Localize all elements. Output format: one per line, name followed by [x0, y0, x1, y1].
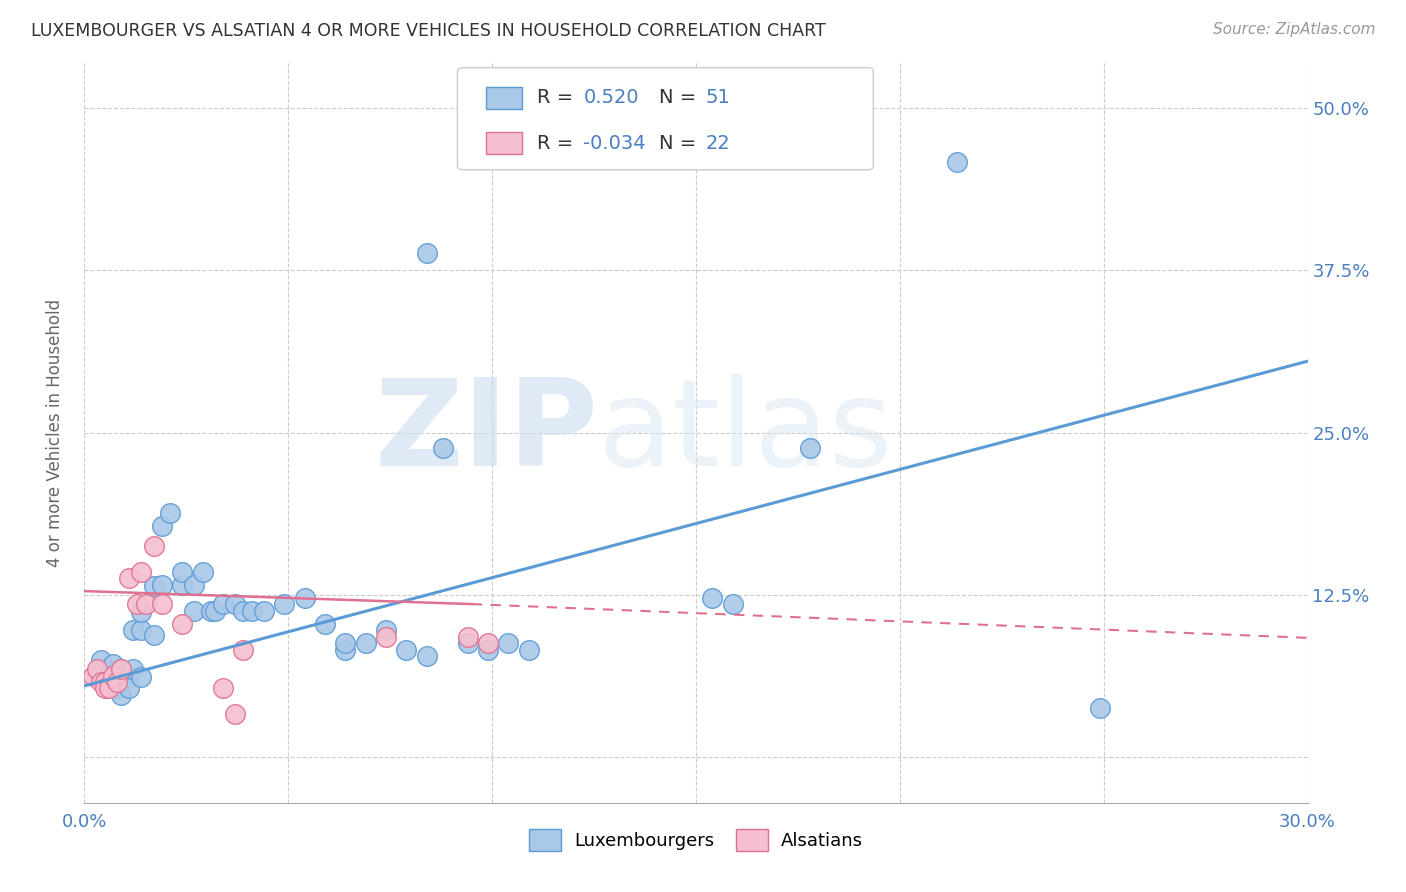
- Point: [498, 636, 520, 650]
- Point: [232, 642, 254, 657]
- Point: [294, 591, 316, 605]
- Point: [105, 681, 128, 696]
- Point: [183, 577, 205, 591]
- Point: [172, 565, 194, 579]
- Text: Source: ZipAtlas.com: Source: ZipAtlas.com: [1212, 22, 1375, 37]
- Point: [90, 670, 112, 684]
- Point: [110, 688, 132, 702]
- Point: [159, 506, 181, 520]
- Point: [240, 603, 263, 617]
- Text: R =: R =: [537, 134, 579, 153]
- Point: [101, 657, 124, 671]
- Text: -0.034: -0.034: [583, 134, 647, 153]
- Point: [375, 630, 398, 644]
- Text: 0.520: 0.520: [583, 88, 640, 107]
- Point: [224, 707, 246, 722]
- Point: [135, 597, 157, 611]
- Point: [183, 603, 205, 617]
- Point: [90, 653, 112, 667]
- Point: [131, 605, 153, 619]
- Point: [118, 681, 141, 696]
- Point: [1088, 701, 1111, 715]
- Point: [477, 642, 499, 657]
- Point: [118, 571, 141, 585]
- Point: [142, 539, 165, 553]
- Text: N =: N =: [659, 88, 703, 107]
- Point: [131, 623, 153, 637]
- FancyBboxPatch shape: [485, 87, 522, 109]
- Point: [477, 636, 499, 650]
- Point: [799, 441, 821, 455]
- Legend: Luxembourgers, Alsatians: Luxembourgers, Alsatians: [520, 821, 872, 861]
- Point: [253, 603, 276, 617]
- Text: 22: 22: [706, 134, 731, 153]
- Point: [97, 675, 120, 690]
- Text: LUXEMBOURGER VS ALSATIAN 4 OR MORE VEHICLES IN HOUSEHOLD CORRELATION CHART: LUXEMBOURGER VS ALSATIAN 4 OR MORE VEHIC…: [31, 22, 825, 40]
- Point: [172, 616, 194, 631]
- Point: [82, 668, 104, 682]
- FancyBboxPatch shape: [485, 132, 522, 154]
- Point: [86, 662, 108, 676]
- Point: [200, 603, 222, 617]
- Point: [118, 670, 141, 684]
- Point: [131, 565, 153, 579]
- Point: [131, 670, 153, 684]
- Point: [702, 591, 724, 605]
- Point: [416, 246, 439, 260]
- Point: [232, 603, 254, 617]
- Point: [517, 642, 540, 657]
- Point: [212, 681, 235, 696]
- Point: [122, 623, 145, 637]
- Point: [127, 597, 149, 611]
- Point: [105, 675, 128, 690]
- Point: [457, 636, 479, 650]
- Point: [946, 155, 969, 169]
- Point: [416, 648, 439, 663]
- Point: [335, 642, 357, 657]
- Point: [110, 662, 132, 676]
- Point: [224, 597, 246, 611]
- Text: N =: N =: [659, 134, 703, 153]
- Point: [375, 623, 398, 637]
- Point: [432, 441, 454, 455]
- FancyBboxPatch shape: [457, 68, 873, 169]
- Point: [395, 642, 418, 657]
- Point: [150, 577, 173, 591]
- Point: [457, 630, 479, 644]
- Point: [122, 662, 145, 676]
- Point: [90, 675, 112, 690]
- Point: [172, 577, 194, 591]
- Point: [142, 579, 165, 593]
- Point: [314, 616, 336, 631]
- Point: [204, 603, 226, 617]
- Point: [150, 597, 173, 611]
- Point: [191, 565, 214, 579]
- Point: [721, 597, 744, 611]
- Text: 51: 51: [706, 88, 731, 107]
- Point: [212, 597, 235, 611]
- Point: [335, 636, 357, 650]
- Text: R =: R =: [537, 88, 579, 107]
- Text: atlas: atlas: [598, 374, 894, 491]
- Point: [93, 681, 115, 696]
- Point: [354, 636, 377, 650]
- Point: [101, 668, 124, 682]
- Point: [93, 675, 115, 690]
- Text: ZIP: ZIP: [374, 374, 598, 491]
- Y-axis label: 4 or more Vehicles in Household: 4 or more Vehicles in Household: [45, 299, 63, 566]
- Point: [273, 597, 295, 611]
- Point: [150, 519, 173, 533]
- Point: [142, 628, 165, 642]
- Point: [110, 662, 132, 676]
- Point: [97, 681, 120, 696]
